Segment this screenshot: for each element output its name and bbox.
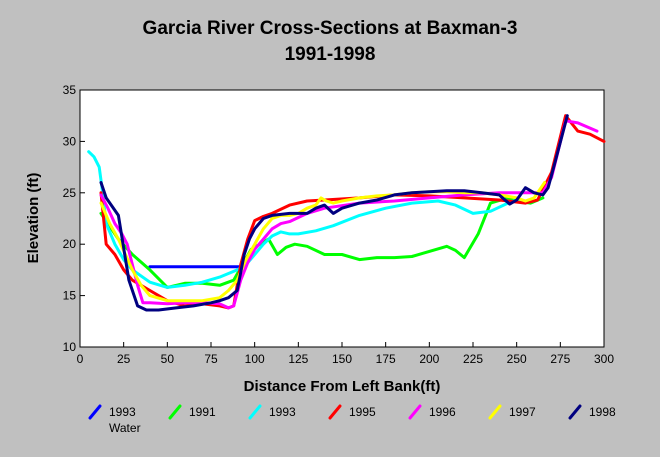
legend: 1993 Water 1991 1993 1995 1996 1997 1998 bbox=[85, 403, 645, 443]
x-tick-label: 175 bbox=[376, 352, 396, 366]
chart-title-line1: Garcia River Cross-Sections at Baxman-3 bbox=[142, 18, 518, 39]
x-tick-label: 100 bbox=[245, 352, 265, 366]
y-tick-label: 25 bbox=[63, 186, 77, 200]
legend-label: 1997 bbox=[509, 405, 536, 419]
x-tick-label: 150 bbox=[332, 352, 352, 366]
legend-label: 1993 bbox=[109, 405, 136, 419]
legend-swatch bbox=[568, 404, 582, 420]
y-tick-label: 10 bbox=[63, 340, 77, 354]
x-tick-label: 25 bbox=[117, 352, 131, 366]
x-tick-label: 275 bbox=[550, 352, 570, 366]
legend-swatch bbox=[168, 404, 182, 420]
y-tick-label: 30 bbox=[63, 134, 77, 148]
series-line-6 bbox=[99, 114, 569, 312]
plot-area bbox=[79, 89, 605, 348]
x-tick-label: 200 bbox=[419, 352, 439, 366]
x-tick-label: 0 bbox=[77, 352, 84, 366]
legend-swatch bbox=[88, 404, 102, 420]
y-tick-label: 15 bbox=[63, 289, 77, 303]
series-line-2 bbox=[87, 150, 527, 289]
series-layer bbox=[87, 114, 606, 312]
legend-swatch bbox=[248, 404, 262, 420]
x-tick-label: 225 bbox=[463, 352, 483, 366]
x-axis-label: Distance From Left Bank(ft) bbox=[244, 378, 441, 395]
x-tick-label: 75 bbox=[204, 352, 218, 366]
y-axis-label: Elevation (ft) bbox=[25, 173, 42, 264]
x-tick-label: 300 bbox=[594, 352, 614, 366]
axis-ticks: 0 25 50 75 100 125 150 175 200 225 250 275 300 10 15 20… bbox=[63, 83, 615, 366]
x-tick-label: 125 bbox=[288, 352, 308, 366]
legend-label: 1995 bbox=[349, 405, 376, 419]
legend-label: 1991 bbox=[189, 405, 216, 419]
y-tick-label: 35 bbox=[63, 83, 77, 97]
legend-label: 1996 bbox=[429, 405, 456, 419]
series-line-3 bbox=[99, 114, 606, 310]
legend-swatch bbox=[408, 404, 422, 420]
chart-title-line2: 1991-1998 bbox=[284, 44, 376, 65]
legend-label: 1998 bbox=[589, 405, 616, 419]
x-tick-label: 50 bbox=[161, 352, 175, 366]
legend-label: 1993 bbox=[269, 405, 296, 419]
legend-swatch bbox=[328, 404, 342, 420]
y-tick-label: 20 bbox=[63, 237, 77, 251]
x-tick-label: 250 bbox=[507, 352, 527, 366]
legend-sublabel: Water bbox=[109, 421, 141, 435]
chart-title: Garcia River Cross-Sections at Baxman-3 … bbox=[0, 16, 660, 68]
legend-swatch bbox=[488, 404, 502, 420]
